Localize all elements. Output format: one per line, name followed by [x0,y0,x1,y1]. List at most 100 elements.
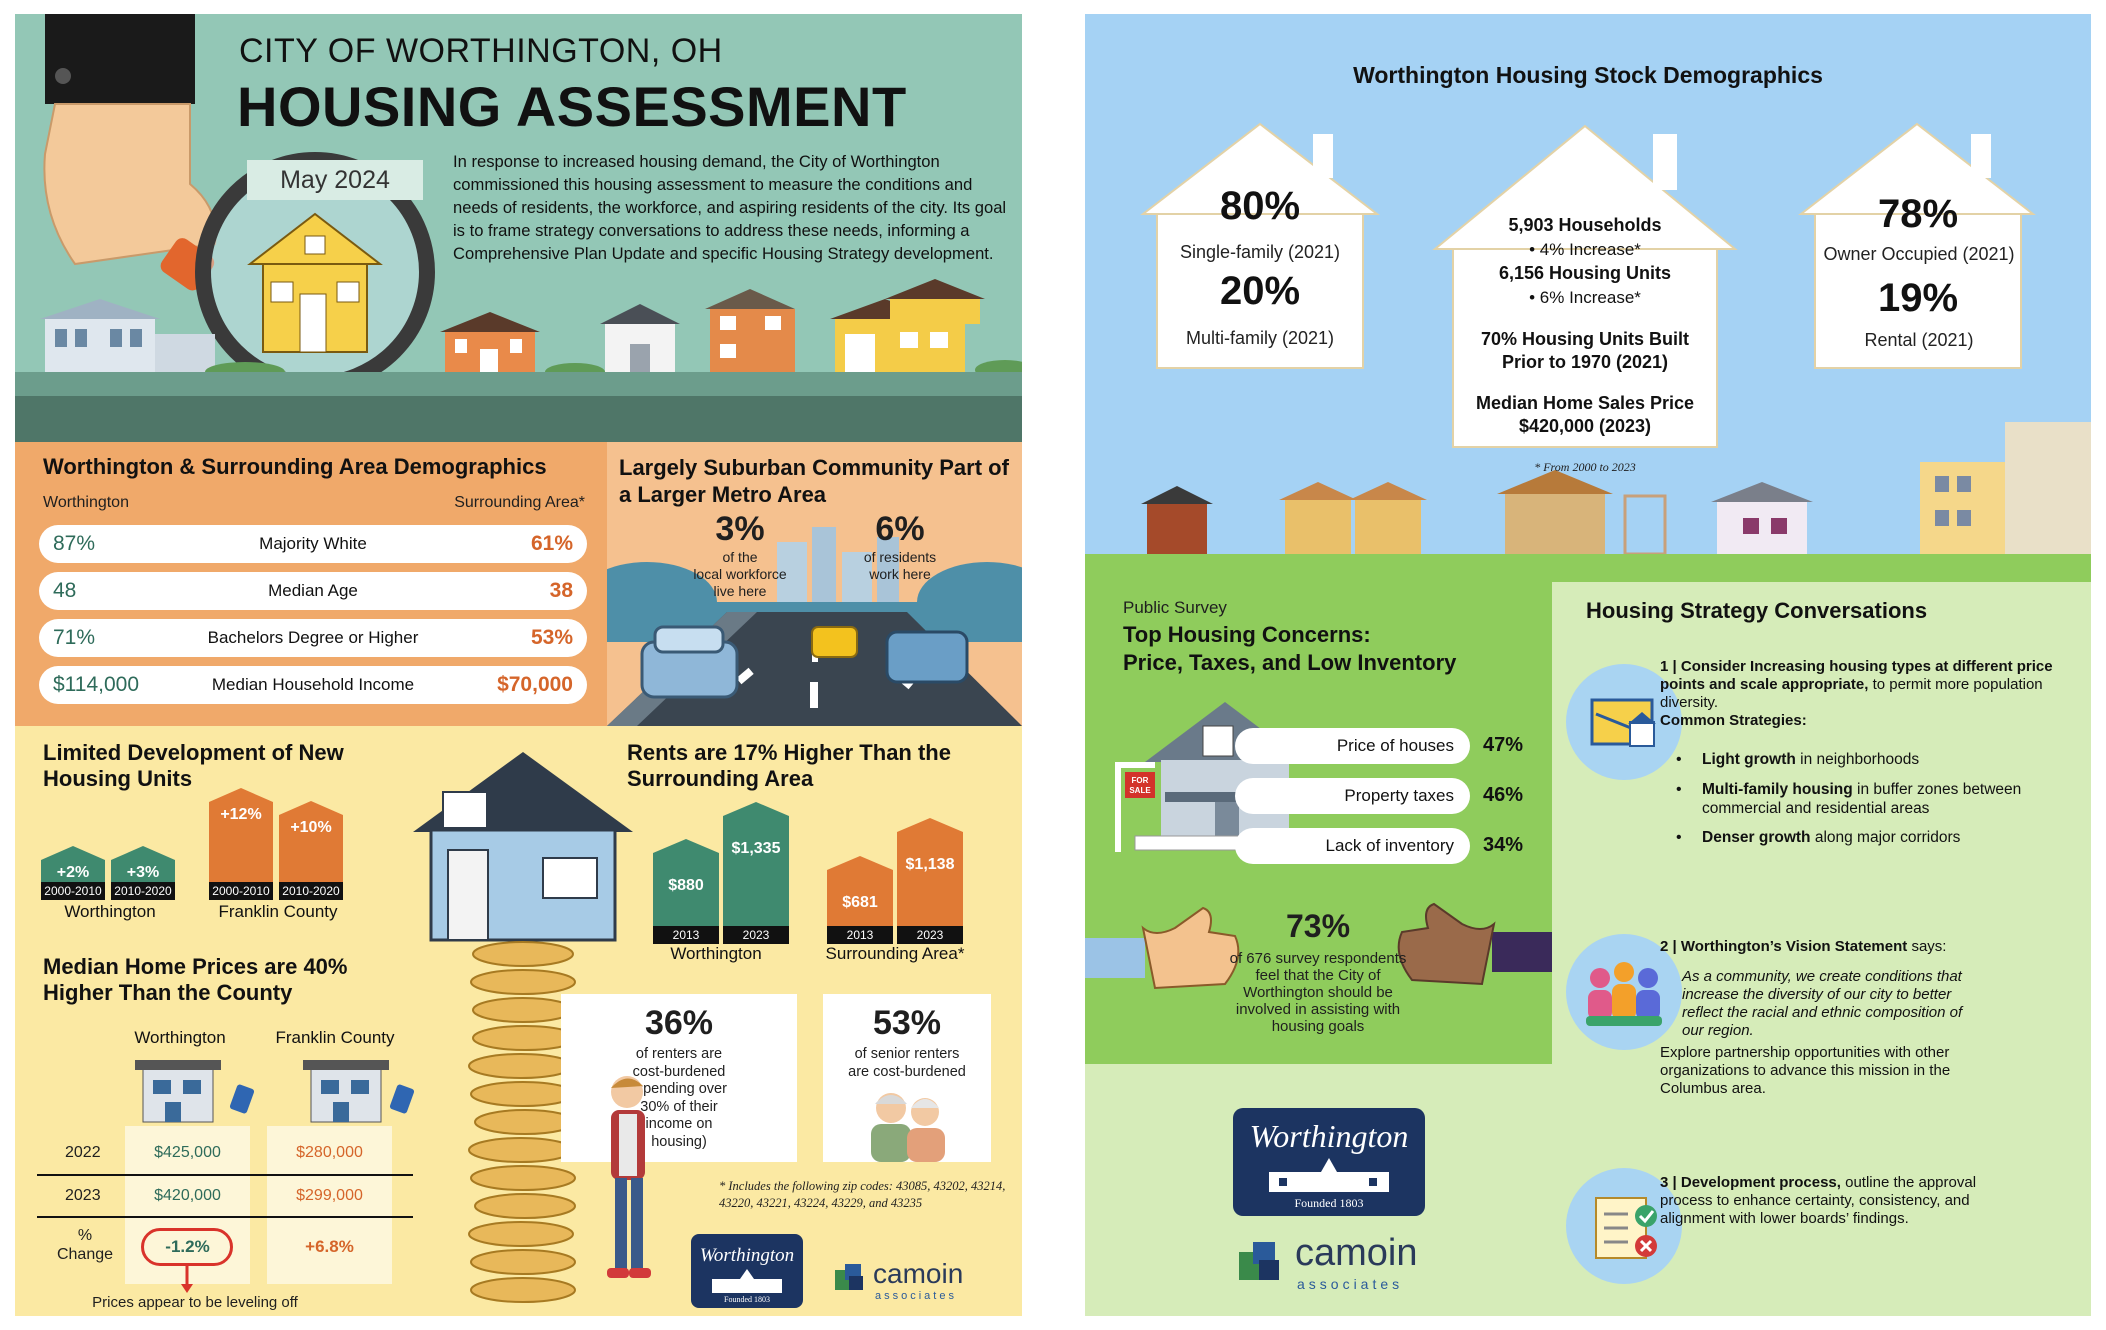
camoin-wordmark: camoin [873,1258,964,1289]
development-title: Limited Development of New Housing Units [43,740,344,791]
survey-section: Public Survey Top Housing Concerns: Pric… [1085,582,1552,1064]
hero-section: CITY OF WORTHINGTON, OH HOUSING ASSESSME… [15,14,1022,442]
bar-roof [897,818,963,833]
camoin-sub: associates [1297,1276,1404,1292]
city-title: CITY OF WORTHINGTON, OH [239,32,723,70]
bar-period-label: 2010-2020 [279,882,343,900]
approval-checklist-icon [1595,1197,1657,1259]
worthington-header: Worthington [43,494,129,511]
lower-left: Limited Development of New Housing Units… [15,726,1022,1316]
burden-text: of renters are cost-burdened (spending o… [561,1046,797,1151]
right-logos: Worthington Founded 1803 camoin associat… [1085,1064,1552,1316]
demo-label: Bachelors Degree or Higher [207,628,419,647]
concern-pct: 47% [1483,734,1524,756]
thumbs-up-illustration [1085,902,1552,990]
demo-label: Median Household Income [211,675,415,694]
worthington-logo: Worthington Founded 1803 [1233,1108,1425,1216]
bar-development: +10% [279,801,343,882]
survey-stat-line: involved in assisting with [1235,1001,1401,1018]
worthington-logo: Worthington Founded 1803 [691,1234,803,1308]
county-price-card [267,1126,392,1284]
strategy-body: says: [1907,938,1947,955]
strategy-body: outline the approval process to enhance … [1660,1174,1977,1227]
stat-text: of residents [863,549,937,565]
price-year: 2023 [65,1187,101,1204]
camoin-mark-icon [1239,1242,1279,1280]
town-skyline-icon [1269,1158,1389,1192]
bar-period-label: 2000-2010 [209,882,273,900]
vision-quote: As a community, we create conditions tha… [1682,968,1963,1039]
owner-occupied-label: Owner Occupied (2021) [1823,244,2015,264]
surrounding-value: $70,000 [497,673,573,696]
development-chart: +2% 2000-2010 +3% 2010-2020 +12% 2000-2010 +10… [15,786,415,906]
rental-label: Rental (2021) [1864,330,1974,350]
strategy-section: Housing Strategy Conversations 1 | Consi… [1552,582,2091,1316]
change-highlight-ring [141,1228,233,1266]
surrounding-value: 61% [530,532,573,555]
strategy-bullet: Denser growth along major corridors [1676,828,2062,847]
stock-illustration [1085,122,2091,582]
strategy-item-2: 2 | Worthington’s Vision Statement says: [1660,938,2080,956]
town-skyline-icon [712,1269,782,1293]
rental-pct: 19% [1877,276,1959,320]
bar-roof [279,801,343,816]
strategy-heading: 2 | Worthington’s Vision Statement [1660,938,1908,955]
bar-value-label: +2% [56,864,90,881]
survey-stat: 73% [1285,908,1351,944]
survey-stat-line: of 676 survey respondents [1229,950,1407,967]
price-year: 2022 [65,1144,101,1161]
stock-title: Worthington Housing Stock Demographics [1353,62,1823,88]
bar-rent: $681 [827,855,893,926]
price-value: $280,000 [296,1144,363,1161]
bar-roof [111,846,175,860]
page-title: HOUSING ASSESSMENT [237,75,907,138]
group-label: Franklin County [218,902,338,921]
senior-couple-icon [871,1093,945,1162]
concern-pill: Property taxes [1235,778,1470,814]
burden-line: 30% of their [640,1098,718,1115]
people-diversity-icon [1586,962,1662,1026]
households-change-text: 4% Increase* [1539,240,1641,259]
units-change: • 6% Increase* [1529,288,1641,307]
bar-roof [653,839,719,854]
strategy-body: to permit more population diversity. [1660,676,2043,711]
bar-roof [723,802,789,816]
house-on-coins-illustration [413,752,633,1303]
concern-pill: Price of houses [1235,728,1470,764]
worthington-value: 48 [53,579,77,602]
units-change-text: 6% Increase* [1539,288,1641,307]
change-value: +6.8% [305,1237,354,1256]
for-sale-word: SALE [1129,786,1151,795]
demo-label: Median Age [268,581,358,600]
strategy-icon-1 [1566,664,1682,780]
hero-road [15,396,1022,442]
single-family-pct: 80% [1219,184,1301,228]
bullet-bold: Light growth [1702,751,1796,768]
bar-period-label: 2023 [897,926,963,944]
intro-text: In response to increased housing demand,… [453,152,1007,263]
renters-burden-card: 36% of renters are cost-burdened (spendi… [561,994,797,1162]
stat-text: of the [722,549,758,565]
households-change: • 4% Increase* [1529,240,1641,259]
bullet-rest: in neighborhoods [1795,751,1920,768]
burden-line: housing) [651,1133,707,1150]
bar-period-label: 2013 [827,926,893,944]
bar-development: +3% [111,846,175,882]
demo-label: Majority White [259,534,367,553]
logo-founded: Founded 1803 [724,1295,770,1304]
bar-rent: $1,335 [723,802,789,926]
price-value: $425,000 [154,1144,221,1161]
price-value: $420,000 [154,1187,221,1204]
burden-line: cost-burdened [632,1063,726,1080]
stock-footnote: * From 2000 to 2023 [1534,460,1636,474]
arrow-down-icon [181,1266,193,1293]
worthington-value: 71% [53,626,96,649]
zip-footnote: * Includes the following zip codes: 4308… [719,1179,1006,1210]
table-divider [37,1216,413,1218]
built-stat: 70% Housing Units Built [1480,329,1689,349]
person-illustration [607,1076,651,1278]
suburban-title: Largely Suburban Community Part of a Lar… [619,455,1009,507]
rents-chart: $880 2013 $1,335 2023 $681 2013 $1,138 2023 [627,796,1007,956]
bullet-rest: along major corridors [1810,829,1961,846]
